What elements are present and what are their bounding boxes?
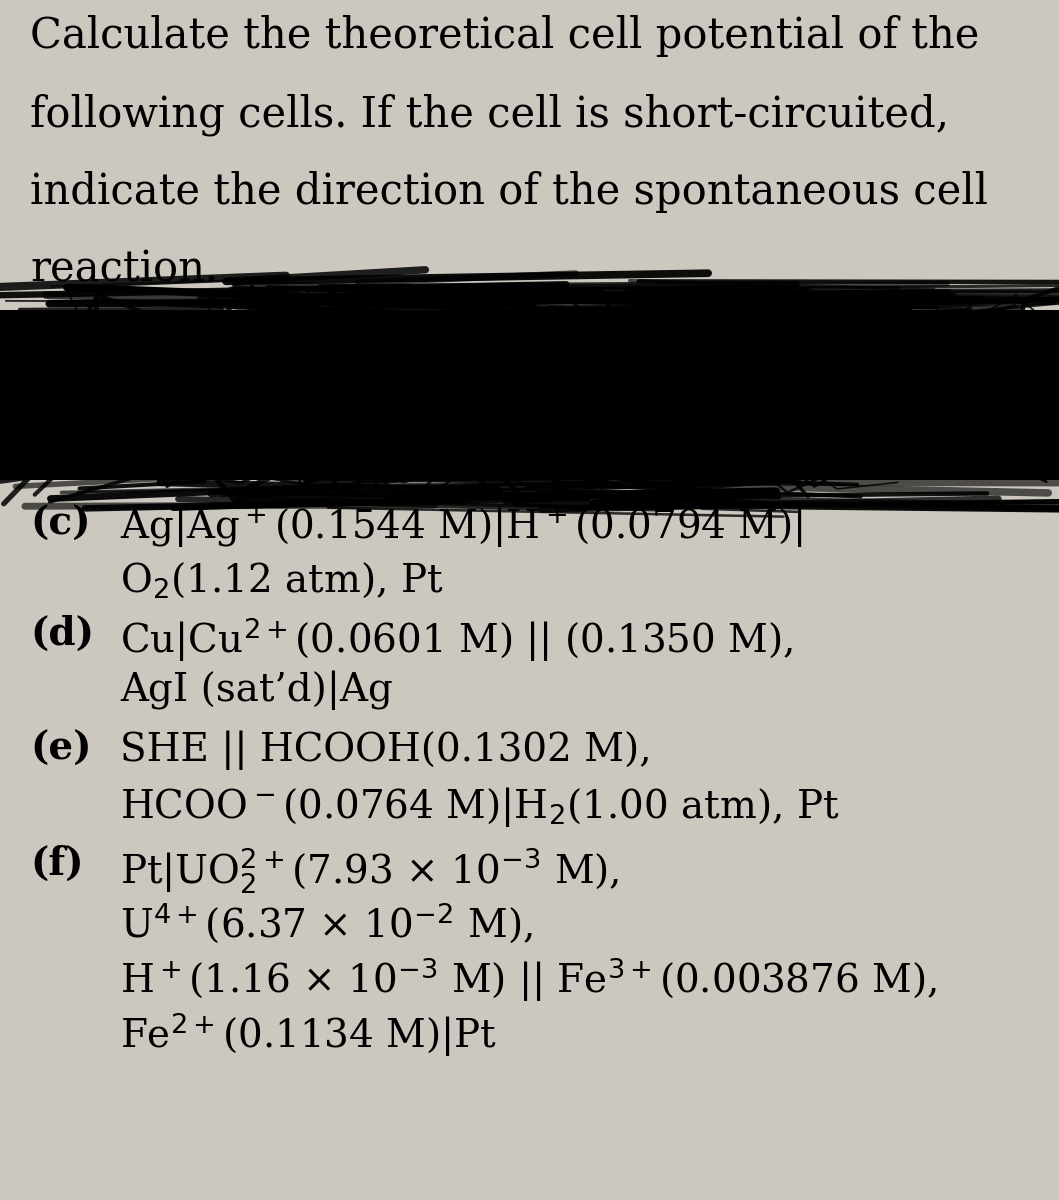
- Text: (e): (e): [30, 730, 92, 768]
- Text: Cu|Cu$^{2+}$(0.0601 M) || (0.1350 M),: Cu|Cu$^{2+}$(0.0601 M) || (0.1350 M),: [120, 614, 793, 664]
- Bar: [0, 310, 1059, 480]
- Text: (d): (d): [30, 614, 94, 653]
- Text: Ag|Ag$^+$(0.1544 M)|H$^+$(0.0794 M)|: Ag|Ag$^+$(0.1544 M)|H$^+$(0.0794 M)|: [120, 505, 803, 550]
- Text: following cells. If the cell is short-circuited,: following cells. If the cell is short-ci…: [30, 92, 949, 136]
- Text: Pt|UO$_2^{2+}$(7.93 × 10$^{-3}$ M),: Pt|UO$_2^{2+}$(7.93 × 10$^{-3}$ M),: [120, 845, 620, 896]
- Text: SHE || HCOOH(0.1302 M),: SHE || HCOOH(0.1302 M),: [120, 730, 651, 769]
- Text: Fe$^{2+}$(0.1134 M)|Pt: Fe$^{2+}$(0.1134 M)|Pt: [120, 1010, 497, 1058]
- Text: U$^{4+}$(6.37 × 10$^{-2}$ M),: U$^{4+}$(6.37 × 10$^{-2}$ M),: [120, 900, 533, 944]
- Text: O$_2$(1.12 atm), Pt: O$_2$(1.12 atm), Pt: [120, 560, 444, 600]
- Text: Calculate the theoretical cell potential of the: Calculate the theoretical cell potential…: [30, 14, 980, 56]
- Text: (f): (f): [30, 845, 84, 883]
- Text: H$^+$(1.16 × 10$^{-3}$ M) || Fe$^{3+}$(0.003876 M),: H$^+$(1.16 × 10$^{-3}$ M) || Fe$^{3+}$(0…: [120, 955, 937, 1003]
- Text: AgI (sat’d)|Ag: AgI (sat’d)|Ag: [120, 670, 393, 709]
- Text: HCOO$^-$(0.0764 M)|H$_2$(1.00 atm), Pt: HCOO$^-$(0.0764 M)|H$_2$(1.00 atm), Pt: [120, 785, 840, 829]
- Text: reaction.: reaction.: [30, 248, 218, 290]
- Text: indicate the direction of the spontaneous cell: indicate the direction of the spontaneou…: [30, 170, 988, 214]
- Text: (c): (c): [30, 505, 91, 542]
